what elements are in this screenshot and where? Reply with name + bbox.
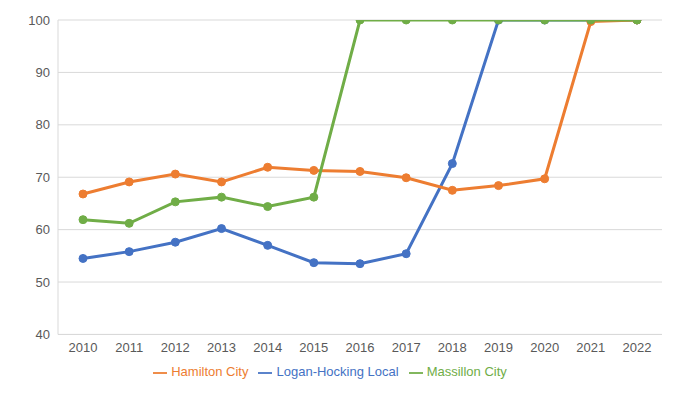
html-text:Massillon City: Massillon City xyxy=(426,364,507,380)
svg-text:2015: 2015 xyxy=(299,340,328,355)
svg-text:100: 100 xyxy=(28,13,50,28)
svg-text:90: 90 xyxy=(36,65,50,80)
svg-text:2017: 2017 xyxy=(392,340,421,355)
svg-text:60: 60 xyxy=(36,222,50,237)
svg-text:2018: 2018 xyxy=(438,340,467,355)
svg-text:80: 80 xyxy=(36,117,50,132)
svg-text:2021: 2021 xyxy=(576,340,605,355)
svg-text:2014: 2014 xyxy=(253,340,282,355)
svg-text:2019: 2019 xyxy=(484,340,513,355)
svg-text:2022: 2022 xyxy=(623,340,652,355)
svg-text:2016: 2016 xyxy=(346,340,375,355)
svg-text:2012: 2012 xyxy=(161,340,190,355)
svg-text:70: 70 xyxy=(36,170,50,185)
svg-text:50: 50 xyxy=(36,275,50,290)
svg-text:2013: 2013 xyxy=(207,340,236,355)
svg-text:2010: 2010 xyxy=(69,340,98,355)
svg-text:2020: 2020 xyxy=(530,340,559,355)
svg-text:2011: 2011 xyxy=(115,340,143,355)
html-text:Logan-Hocking Local: Logan-Hocking Local xyxy=(276,364,399,380)
svg-text:40: 40 xyxy=(36,327,50,342)
html-text:Hamilton City: Hamilton City xyxy=(171,364,249,380)
